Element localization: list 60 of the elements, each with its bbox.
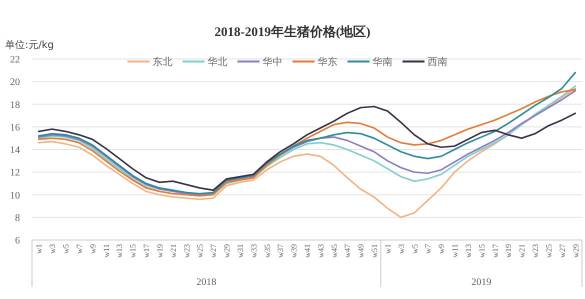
y-tick-label: 16 <box>10 122 20 134</box>
x-tick-label: w5 <box>62 244 71 254</box>
y-tick-label: 18 <box>10 100 20 111</box>
y-tick-label: 12 <box>10 168 20 179</box>
legend-label: 华南 <box>372 56 392 68</box>
y-axis-title: 单位:元/kg <box>5 39 54 51</box>
y-tick-label: 14 <box>10 145 20 156</box>
text: 2019 <box>471 277 492 288</box>
x-tick-label: w25 <box>196 244 205 258</box>
y-tick-label: 10 <box>10 190 20 202</box>
x-tick-label: w15 <box>477 244 486 258</box>
x-tick-label: w51 <box>370 244 380 258</box>
x-tick-label: w29 <box>222 244 232 258</box>
x-tick-label: w23 <box>531 244 540 258</box>
x-tick-label: w9 <box>88 244 98 254</box>
x-tick-label: w7 <box>74 244 84 254</box>
x-tick-label: w31 <box>236 244 245 258</box>
x-tick-label: w19 <box>504 244 514 258</box>
x-tick-label: w35 <box>262 244 272 258</box>
x-tick-label: w7 <box>424 244 433 254</box>
x-tick-label: w23 <box>182 244 192 258</box>
x-tick-label: w13 <box>115 244 124 258</box>
x-tick-label: w13 <box>464 244 473 258</box>
y-tick-label: 22 <box>10 54 20 66</box>
x-tick-label: w39 <box>290 244 299 258</box>
x-tick-label: w33 <box>249 244 258 258</box>
x-tick-label: w3 <box>396 244 406 254</box>
legend-label: 东北 <box>152 56 172 68</box>
x-tick-label: w11 <box>102 244 111 258</box>
x-tick-label: w21 <box>518 244 527 258</box>
x-tick-label: w1 <box>34 244 44 254</box>
text: 2018 <box>196 277 216 288</box>
x-tick-label: w27 <box>209 244 218 258</box>
x-tick-label: w17 <box>142 244 152 258</box>
x-tick-label: w45 <box>330 244 339 258</box>
x-tick-label: w49 <box>356 244 366 258</box>
y-tick-label: 8 <box>15 212 20 224</box>
legend-label: 西南 <box>428 56 448 68</box>
legend-label: 华中 <box>262 56 282 68</box>
x-tick-label: w3 <box>48 244 58 254</box>
x-tick-label: w5 <box>410 244 420 254</box>
x-tick-label: w19 <box>155 244 164 258</box>
x-tick-label: w47 <box>343 244 352 258</box>
x-tick-label: w25 <box>544 244 554 258</box>
x-tick-label: w17 <box>490 244 500 258</box>
x-tick-label: w1 <box>383 244 392 254</box>
y-tick-label: 6 <box>15 236 20 246</box>
x-tick-label: w41 <box>303 244 312 258</box>
x-tick-label: w37 <box>276 244 286 258</box>
x-tick-label: w11 <box>450 244 460 258</box>
y-tick-label: 20 <box>10 77 20 88</box>
x-tick-label: w9 <box>437 244 446 254</box>
x-tick-label: w43 <box>316 244 326 258</box>
x-tick-label: w29 <box>571 244 580 258</box>
x-tick-label: w21 <box>168 244 178 258</box>
legend-label: 华东 <box>318 56 338 68</box>
x-tick-label: w15 <box>128 244 138 258</box>
chart-title: 2018-2019年生猪价格(地区) <box>214 24 370 39</box>
legend-label: 华北 <box>208 56 228 68</box>
x-tick-label: w27 <box>558 244 567 258</box>
